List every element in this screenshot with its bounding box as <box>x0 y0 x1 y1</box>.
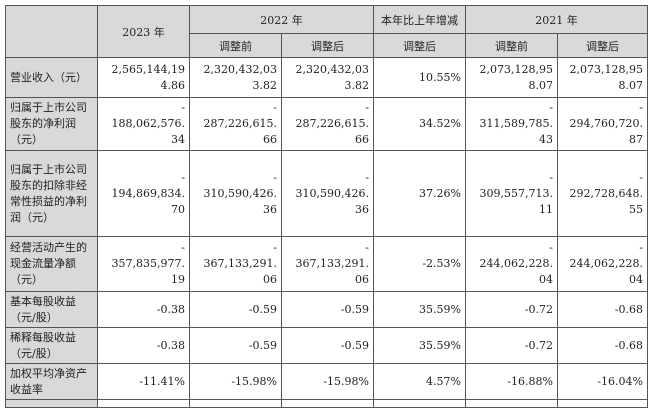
cell-2021-after: -0.68 <box>557 291 648 328</box>
cell-2021-before: -16.88% <box>465 363 558 400</box>
cell-2021-after: -16.04% <box>557 363 648 400</box>
cell-2021-after: - 244,062,228. 04 <box>557 236 648 292</box>
cell-2021-after: - 294,760,720. 87 <box>557 97 648 151</box>
header-2021-after: 调整后 <box>557 33 648 58</box>
cell-2021-after: - 292,728,648. 55 <box>557 150 648 237</box>
row-label: 经营活动产生的现金流量净额（元） <box>5 236 98 292</box>
cell-2021-after: 2,073,128,95 8.07 <box>557 57 648 98</box>
cell-empty <box>281 399 374 408</box>
cell-2022-before: -0.59 <box>189 291 282 328</box>
cell-2022-before: -0.59 <box>189 327 282 364</box>
cell-2023: -11.41% <box>97 363 190 400</box>
cell-2023: 2,565,144,19 4.86 <box>97 57 190 98</box>
cell-change: 35.59% <box>373 291 466 328</box>
table-row: 加权平均净资产收益率 -11.41% -15.98% -15.98% 4.57%… <box>5 363 648 400</box>
cell-2021-before: - 309,557,713. 11 <box>465 150 558 237</box>
table-row: 稀释每股收益（元/股） -0.38 -0.59 -0.59 35.59% -0.… <box>5 327 648 364</box>
cell-2022-before: - 310,590,426. 36 <box>189 150 282 237</box>
header-2023: 2023 年 <box>97 5 190 58</box>
financial-table: 2023 年 2022 年 本年比上年增减 2021 年 调整前 调整后 调整后… <box>5 5 648 408</box>
cell-2022-after: -0.59 <box>281 291 374 328</box>
cell-2022-after: -15.98% <box>281 363 374 400</box>
header-blank <box>5 5 98 58</box>
cell-change: 37.26% <box>373 150 466 237</box>
cell-empty <box>557 399 648 408</box>
row-label: 归属于上市公司股东的净利润（元） <box>5 97 98 151</box>
cell-2022-before: -15.98% <box>189 363 282 400</box>
cell-empty <box>97 399 190 408</box>
cell-2022-after: - 287,226,615. 66 <box>281 97 374 151</box>
cell-2023: - 188,062,576. 34 <box>97 97 190 151</box>
cell-change: 35.59% <box>373 327 466 364</box>
cell-change: 10.55% <box>373 57 466 98</box>
cell-2022-after: - 367,133,291. 06 <box>281 236 374 292</box>
header-2022-after: 调整后 <box>281 33 374 58</box>
table-row-partial <box>5 399 648 408</box>
cell-2021-before: - 244,062,228. 04 <box>465 236 558 292</box>
cell-2021-before: -0.72 <box>465 327 558 364</box>
row-label: 归属于上市公司股东的扣除非经常性损益的净利润（元） <box>5 150 98 237</box>
table-row: 归属于上市公司股东的净利润（元） - 188,062,576. 34 - 287… <box>5 97 648 151</box>
table-row: 营业收入（元） 2,565,144,19 4.86 2,320,432,03 3… <box>5 57 648 98</box>
cell-2023: -0.38 <box>97 327 190 364</box>
cell-2022-after: -0.59 <box>281 327 374 364</box>
table-row: 归属于上市公司股东的扣除非经常性损益的净利润（元） - 194,869,834.… <box>5 150 648 237</box>
cell-2023: -0.38 <box>97 291 190 328</box>
header-2021: 2021 年 <box>465 5 648 34</box>
cell-change: -2.53% <box>373 236 466 292</box>
cell-2021-before: 2,073,128,95 8.07 <box>465 57 558 98</box>
cell-empty <box>373 399 466 408</box>
row-label: 稀释每股收益（元/股） <box>5 327 98 364</box>
cell-change: 4.57% <box>373 363 466 400</box>
cell-2023: - 194,869,834. 70 <box>97 150 190 237</box>
table-row: 基本每股收益（元/股） -0.38 -0.59 -0.59 35.59% -0.… <box>5 291 648 328</box>
header-2021-before: 调整前 <box>465 33 558 58</box>
cell-2021-before: - 311,589,785. 43 <box>465 97 558 151</box>
cell-change: 34.52% <box>373 97 466 151</box>
row-label: 加权平均净资产收益率 <box>5 363 98 400</box>
row-label: 基本每股收益（元/股） <box>5 291 98 328</box>
header-change: 本年比上年增减 <box>373 5 466 34</box>
cell-2021-before: -0.72 <box>465 291 558 328</box>
cell-2021-after: -0.68 <box>557 327 648 364</box>
cell-2022-after: - 310,590,426. 36 <box>281 150 374 237</box>
header-2022-before: 调整前 <box>189 33 282 58</box>
row-label-empty <box>5 399 98 408</box>
cell-2022-after: 2,320,432,03 3.82 <box>281 57 374 98</box>
cell-2022-before: 2,320,432,03 3.82 <box>189 57 282 98</box>
cell-empty <box>189 399 282 408</box>
table-row: 经营活动产生的现金流量净额（元） - 357,835,977. 19 - 367… <box>5 236 648 292</box>
cell-empty <box>465 399 558 408</box>
row-label: 营业收入（元） <box>5 57 98 98</box>
cell-2022-before: - 287,226,615. 66 <box>189 97 282 151</box>
header-change-after: 调整后 <box>373 33 466 58</box>
header-2022: 2022 年 <box>189 5 374 34</box>
cell-2022-before: - 367,133,291. 06 <box>189 236 282 292</box>
cell-2023: - 357,835,977. 19 <box>97 236 190 292</box>
